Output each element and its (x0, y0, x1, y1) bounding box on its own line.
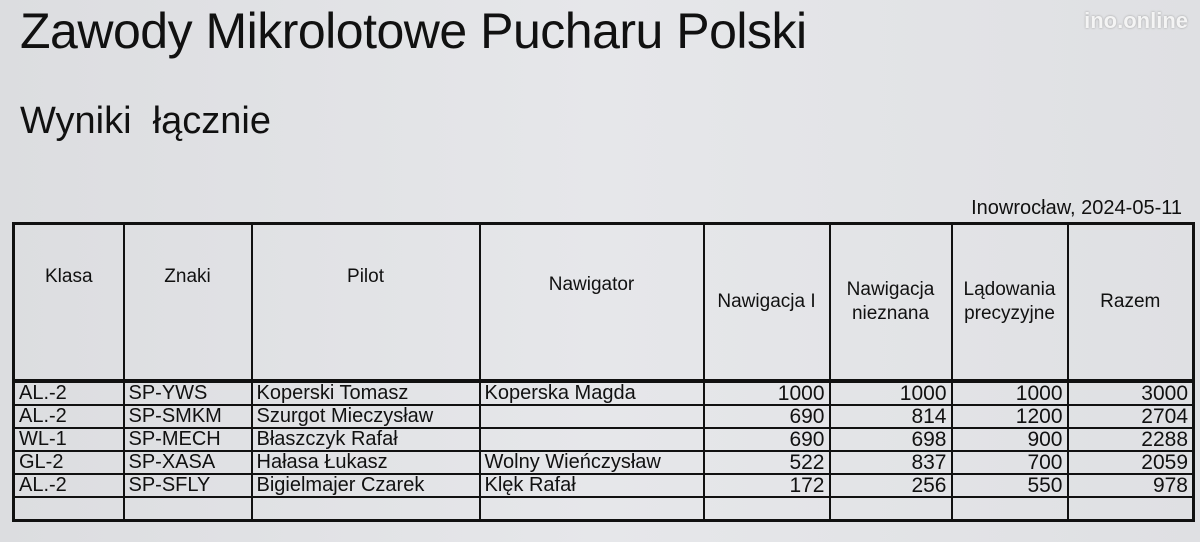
column-header-nawigacja-nieznana: Nawigacja nieznana (828, 222, 953, 382)
cell-nawigacja-1: 690 (702, 427, 831, 452)
cell-ladowania-precyzyjne: 550 (950, 473, 1069, 498)
cell-nawigator: Koperska Magda (478, 379, 705, 406)
cell-nawigator (478, 404, 705, 429)
cell-pilot: Błaszczyk Rafał (250, 427, 481, 452)
cell-pilot: Bigielmajer Czarek (250, 473, 481, 498)
cell-klasa (12, 496, 125, 522)
table-row: GL-2 SP-XASA Hałasa Łukasz Wolny Wieńczysła… (12, 450, 1195, 475)
cell-razem: 2288 (1066, 427, 1195, 452)
cell-nawigacja-1 (702, 496, 831, 522)
column-header-pilot: Pilot (250, 222, 481, 382)
cell-klasa: GL-2 (12, 450, 125, 475)
cell-razem (1066, 496, 1195, 522)
column-header-razem: Razem (1066, 222, 1195, 382)
cell-razem: 2059 (1066, 450, 1195, 475)
cell-znaki: SP-SMKM (122, 404, 253, 429)
cell-nawigacja-nieznana: 814 (828, 404, 953, 429)
table-row (12, 496, 1195, 522)
cell-razem: 2704 (1066, 404, 1195, 429)
document-title: Zawody Mikrolotowe Pucharu Polski (20, 3, 807, 59)
place-date: Inowrocław, 2024-05-11 (971, 197, 1182, 219)
cell-nawigacja-1: 690 (702, 404, 831, 429)
cell-razem: 3000 (1066, 379, 1195, 406)
column-header-znaki: Znaki (122, 222, 253, 382)
table-row: WL-1 SP-MECH Błaszczyk Rafał 690 698 900 2288 (12, 427, 1195, 452)
table-row: AL.-2 SP-YWS Koperski Tomasz Koperska Magda… (12, 379, 1195, 406)
column-header-nawigator: Nawigator (478, 222, 705, 382)
cell-nawigacja-nieznana: 1000 (828, 379, 953, 406)
cell-nawigacja-nieznana (828, 496, 953, 522)
cell-klasa: AL.-2 (12, 379, 125, 406)
cell-znaki: SP-XASA (122, 450, 253, 475)
cell-nawigacja-1: 522 (702, 450, 831, 475)
table-row: AL.-2 SP-SFLY Bigielmajer Czarek Klęk Rafał… (12, 473, 1195, 498)
cell-nawigator (478, 427, 705, 452)
column-header-klasa: Klasa (12, 222, 125, 382)
cell-nawigacja-1: 172 (702, 473, 831, 498)
cell-klasa: AL.-2 (12, 473, 125, 498)
cell-znaki: SP-SFLY (122, 473, 253, 498)
cell-ladowania-precyzyjne (950, 496, 1069, 522)
cell-pilot: Hałasa Łukasz (250, 450, 481, 475)
cell-znaki (122, 496, 253, 522)
document-subtitle: Wyniki łącznie (20, 100, 271, 142)
cell-pilot: Koperski Tomasz (250, 379, 481, 406)
header-row: Klasa Znaki Pilot Nawigator Nawigacja I Nawig… (12, 222, 1195, 382)
cell-nawigacja-nieznana: 837 (828, 450, 953, 475)
cell-ladowania-precyzyjne: 1000 (950, 379, 1069, 406)
cell-nawigator: Klęk Rafał (478, 473, 705, 498)
cell-nawigacja-1: 1000 (702, 379, 831, 406)
cell-nawigacja-nieznana: 698 (828, 427, 953, 452)
table-row: AL.-2 SP-SMKM Szurgot Mieczysław 690 814 1200… (12, 404, 1195, 429)
cell-klasa: AL.-2 (12, 404, 125, 429)
cell-pilot (250, 496, 481, 522)
cell-nawigator (478, 496, 705, 522)
cell-ladowania-precyzyjne: 1200 (950, 404, 1069, 429)
cell-klasa: WL-1 (12, 427, 125, 452)
cell-pilot: Szurgot Mieczysław (250, 404, 481, 429)
cell-razem: 978 (1066, 473, 1195, 498)
results-table: Klasa Znaki Pilot Nawigator Nawigacja I Nawig… (12, 222, 1195, 522)
cell-ladowania-precyzyjne: 900 (950, 427, 1069, 452)
cell-nawigator: Wolny Wieńczysław (478, 450, 705, 475)
column-header-nawigacja-1: Nawigacja I (702, 222, 831, 382)
watermark-logo: ino.online (1084, 8, 1188, 33)
column-header-ladowania-precyzyjne: Lądowania precyzyjne (950, 222, 1069, 382)
cell-znaki: SP-MECH (122, 427, 253, 452)
cell-nawigacja-nieznana: 256 (828, 473, 953, 498)
cell-ladowania-precyzyjne: 700 (950, 450, 1069, 475)
cell-znaki: SP-YWS (122, 379, 253, 406)
